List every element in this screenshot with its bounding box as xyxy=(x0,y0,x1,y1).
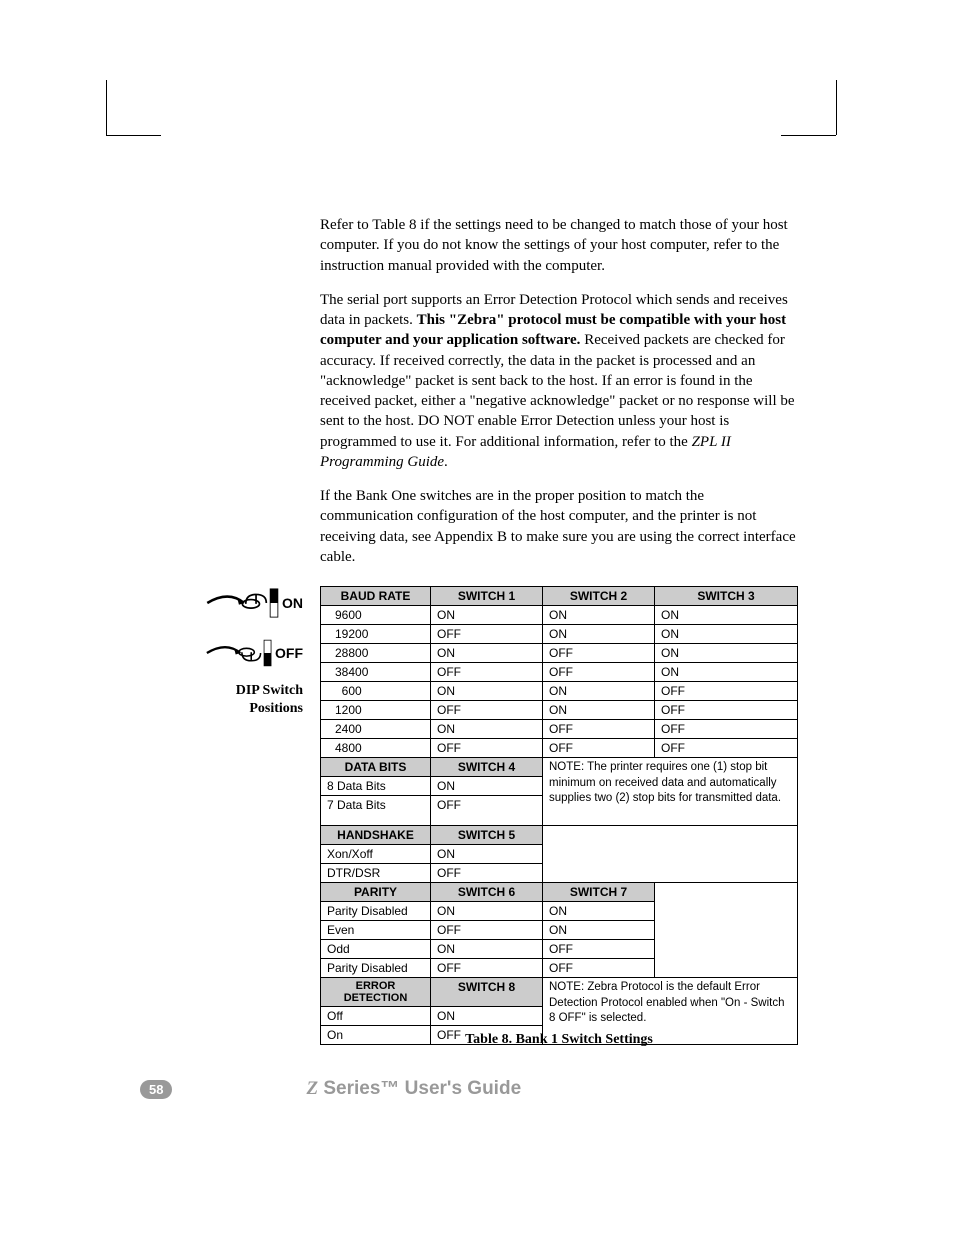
col-header: SWITCH 7 xyxy=(543,883,655,902)
parity-blank xyxy=(655,883,798,978)
footer-title: Z Series™ User's Guide xyxy=(306,1078,521,1100)
dip-switch-diagram: ON OFF DIP Switch Positions xyxy=(203,578,303,718)
col-header: SWITCH 8 xyxy=(431,978,543,1007)
crop-mark xyxy=(836,80,837,135)
col-header: DATA BITS xyxy=(321,758,431,777)
col-header: SWITCH 1 xyxy=(431,587,543,606)
col-header: PARITY xyxy=(321,883,431,902)
text: . xyxy=(444,454,448,470)
dip-caption: DIP Switch Positions xyxy=(203,682,303,718)
col-header: ERROR DETECTION xyxy=(321,978,431,1007)
dip-on-icon xyxy=(203,583,280,623)
dip-off-label: OFF xyxy=(275,645,303,661)
page-number-badge: 58 xyxy=(140,1080,172,1099)
col-header: SWITCH 3 xyxy=(655,587,798,606)
databits-note: NOTE: The printer requires one (1) stop … xyxy=(543,758,798,826)
switch-settings-table: BAUD RATE SWITCH 1 SWITCH 2 SWITCH 3 960… xyxy=(320,586,798,1045)
paragraph-3: If the Bank One switches are in the prop… xyxy=(320,486,800,567)
crop-mark xyxy=(781,135,836,136)
body-text: Refer to Table 8 if the settings need to… xyxy=(320,215,800,581)
col-header: BAUD RATE xyxy=(321,587,431,606)
dip-on-label: ON xyxy=(282,595,303,611)
text: Received packets are checked for accurac… xyxy=(320,332,795,449)
paragraph-1: Refer to Table 8 if the settings need to… xyxy=(320,215,800,276)
col-header: SWITCH 2 xyxy=(543,587,655,606)
paragraph-2: The serial port supports an Error Detect… xyxy=(320,290,800,472)
handshake-blank xyxy=(543,826,798,883)
baud-header-row: BAUD RATE SWITCH 1 SWITCH 2 SWITCH 3 xyxy=(321,587,798,606)
crop-mark xyxy=(106,80,107,135)
col-header: SWITCH 6 xyxy=(431,883,543,902)
page-footer: 58 Z Series™ User's Guide xyxy=(140,1078,800,1108)
col-header: SWITCH 4 xyxy=(431,758,543,777)
dip-off-icon xyxy=(203,633,273,673)
crop-mark xyxy=(106,135,161,136)
col-header: HANDSHAKE xyxy=(321,826,431,845)
table-caption: Table 8. Bank 1 Switch Settings xyxy=(320,1032,798,1048)
col-header: SWITCH 5 xyxy=(431,826,543,845)
